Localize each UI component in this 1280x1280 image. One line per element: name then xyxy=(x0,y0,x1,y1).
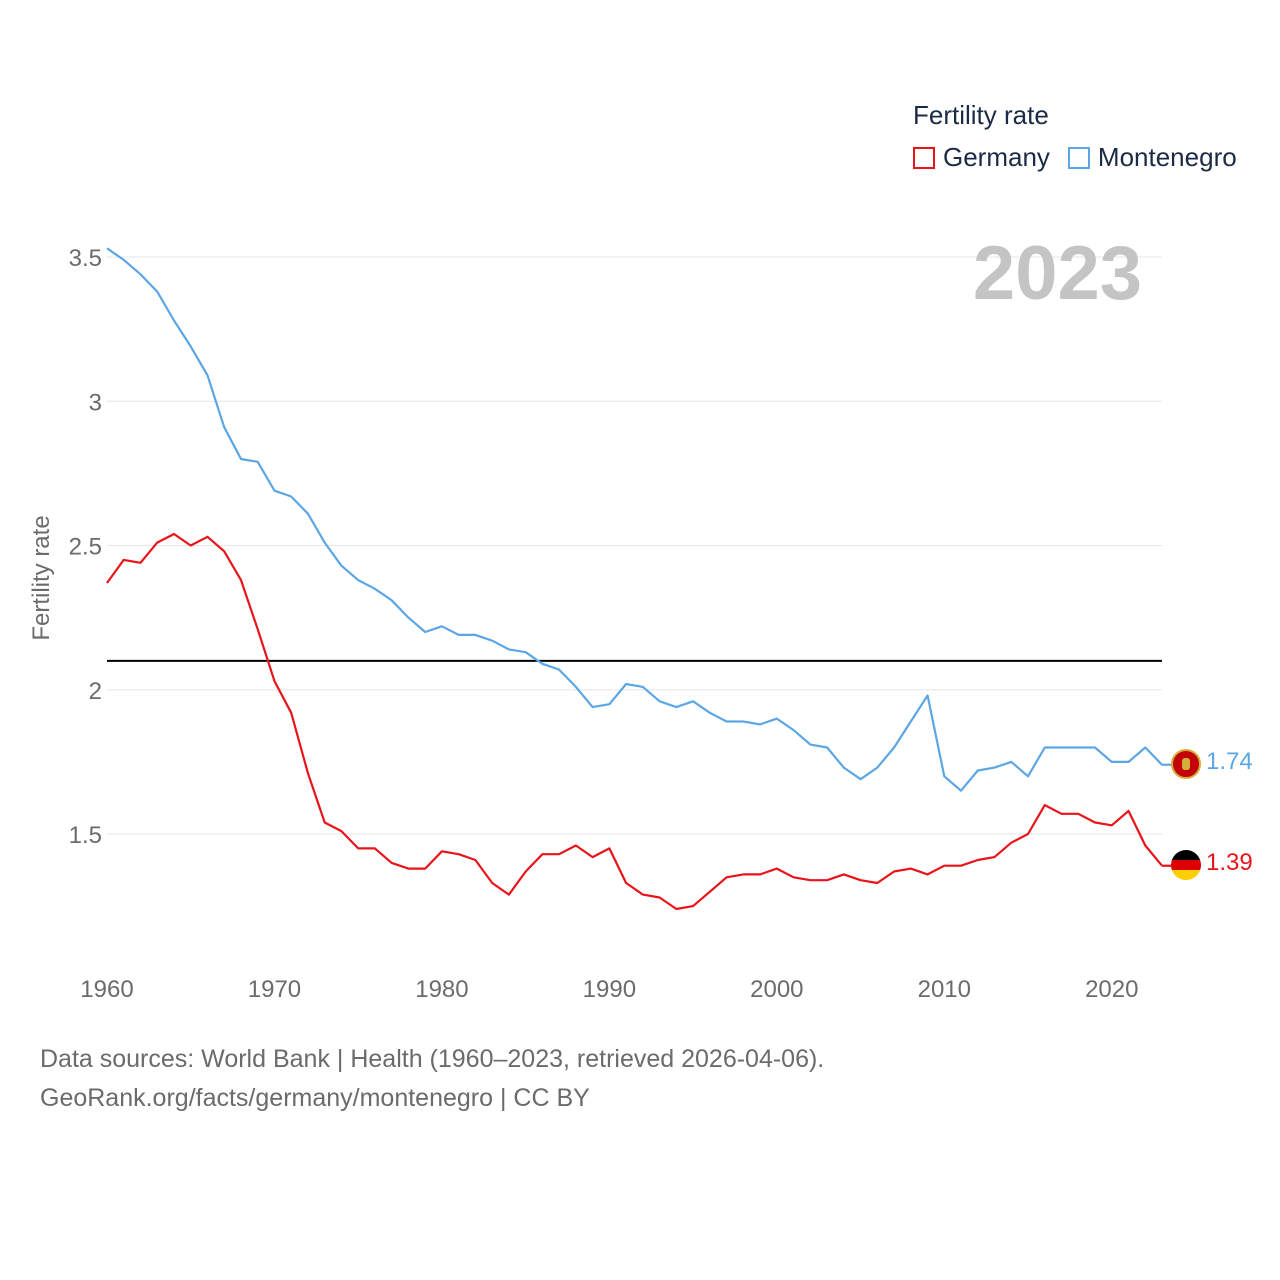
legend-item-germany[interactable]: Germany xyxy=(913,142,1050,173)
series-line-germany xyxy=(106,532,1163,911)
y-tick-label: 1.5 xyxy=(69,822,102,849)
legend-title: Fertility rate xyxy=(913,100,1049,130)
x-tick-label: 1970 xyxy=(248,976,301,1003)
y-tick-label: 3 xyxy=(89,389,102,416)
x-tick-label: 1960 xyxy=(80,976,133,1003)
x-tick-label: 1990 xyxy=(583,976,636,1003)
legend-item-montenegro[interactable]: Montenegro xyxy=(1067,142,1237,173)
current-year-label: 2023 xyxy=(972,231,1142,316)
x-tick-label: 2010 xyxy=(918,976,971,1003)
x-tick-label: 1980 xyxy=(415,976,468,1003)
y-axis-label: Fertility rate xyxy=(28,515,55,641)
legend: Germany Montenegro xyxy=(913,142,1255,173)
legend-swatch-montenegro xyxy=(1067,146,1090,169)
y-tick-label: 2 xyxy=(89,678,102,705)
series-line-montenegro xyxy=(106,247,1163,792)
grid-lines xyxy=(107,256,1162,835)
germany-flag-icon xyxy=(1171,850,1201,880)
footer-attribution[interactable]: GeoRank.org/facts/germany/montenegro | C… xyxy=(40,1084,590,1112)
series-lines xyxy=(106,247,1172,911)
y-tick-label: 2.5 xyxy=(69,534,102,561)
germany-end-value: 1.39 xyxy=(1206,849,1253,876)
legend-label-germany: Germany xyxy=(943,142,1050,172)
montenegro-end-value: 1.74 xyxy=(1206,748,1253,775)
x-tick-label: 2020 xyxy=(1085,976,1138,1003)
legend-label-montenegro: Montenegro xyxy=(1097,142,1237,172)
footer-sources: Data sources: World Bank | Health (1960–… xyxy=(40,1045,825,1073)
montenegro-flag-icon xyxy=(1171,749,1201,779)
x-tick-labels: 1960 1970 1980 1990 2000 2010 2020 xyxy=(80,976,1138,1003)
x-tick-label: 2000 xyxy=(750,976,803,1003)
y-tick-labels: 1.5 2 2.5 3 3.5 xyxy=(69,245,102,849)
y-tick-label: 3.5 xyxy=(69,245,102,272)
legend-swatch-germany xyxy=(913,146,935,169)
